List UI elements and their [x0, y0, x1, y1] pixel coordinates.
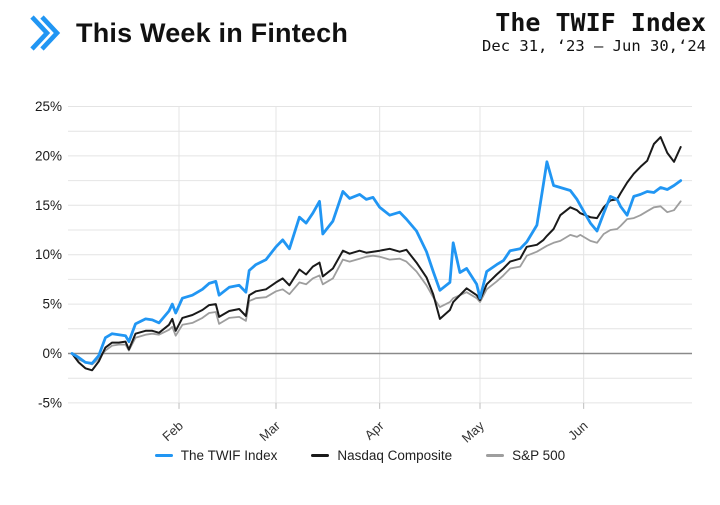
y-axis-label: 20%: [35, 148, 62, 163]
legend-item-twif: The TWIF Index: [154, 448, 278, 463]
chart-legend: The TWIF Index Nasdaq Composite S&P 500: [0, 448, 720, 463]
chart-date-range: Dec 31, ‘23 – Jun 30,‘24: [482, 37, 706, 56]
y-axis-label: 10%: [35, 247, 62, 262]
chart-area: 25% 20% 15% 10% 5% 0% -5% Feb Mar Apr May Jun: [0, 70, 720, 446]
x-axis-label: Mar: [256, 418, 283, 445]
legend-label: S&P 500: [512, 448, 566, 463]
legend-item-nasdaq: Nasdaq Composite: [311, 448, 452, 463]
page-header: This Week in Fintech The TWIF Index Dec …: [0, 0, 720, 70]
s-p-500-series-line: [71, 200, 682, 366]
nasdaq-composite-series-line: [71, 136, 682, 372]
brand: This Week in Fintech: [28, 12, 348, 54]
line-chart: 25% 20% 15% 10% 5% 0% -5% Feb Mar Apr May Jun: [35, 99, 692, 446]
y-axis-label: 0%: [42, 346, 62, 361]
legend-item-sp500: S&P 500: [486, 448, 565, 463]
y-axis-label: 5%: [42, 297, 62, 312]
the-twif-index-series-line: [70, 160, 683, 365]
y-axis-label: 15%: [35, 198, 62, 213]
chart-heading: The TWIF Index Dec 31, ‘23 – Jun 30,‘24: [482, 8, 706, 56]
legend-label: The TWIF Index: [180, 448, 278, 463]
legend-label: Nasdaq Composite: [337, 448, 453, 463]
double-chevron-right-icon: [30, 15, 61, 51]
x-axis-label: Feb: [159, 418, 186, 444]
y-axis-label: -5%: [38, 395, 62, 410]
brand-title: This Week in Fintech: [76, 17, 349, 48]
x-axis-label: May: [459, 418, 488, 445]
twif-line-swatch: [154, 453, 173, 458]
x-axis-label: Apr: [362, 418, 388, 443]
chart-title: The TWIF Index: [495, 8, 706, 37]
sp500-line-swatch: [486, 453, 505, 458]
x-axis-label: Jun: [565, 418, 591, 443]
y-axis-label: 25%: [35, 99, 62, 114]
nasdaq-line-swatch: [311, 453, 330, 458]
